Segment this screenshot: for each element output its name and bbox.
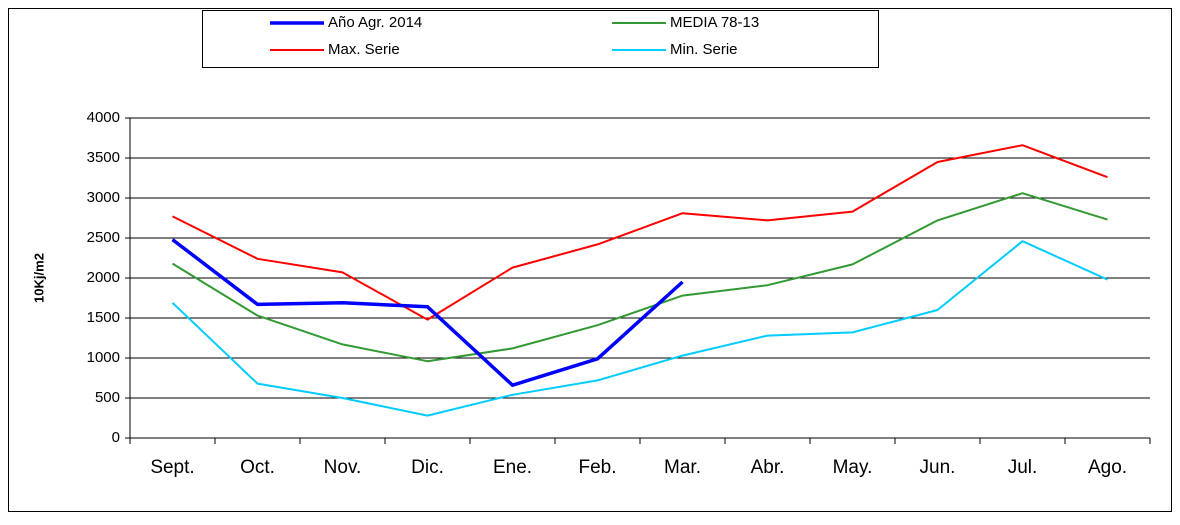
chart-border bbox=[8, 8, 1172, 512]
x-tick-label: Ene. bbox=[493, 457, 532, 478]
x-tick-label: Ago. bbox=[1088, 457, 1127, 478]
legend-label: Año Agr. 2014 bbox=[328, 14, 422, 31]
y-tick-label: 1500 bbox=[87, 309, 120, 326]
x-tick-label: Dic. bbox=[411, 457, 444, 478]
x-tick-label: Abr. bbox=[751, 457, 785, 478]
y-tick-label: 2500 bbox=[87, 229, 120, 246]
y-tick-label: 3500 bbox=[87, 149, 120, 166]
y-tick-label: 0 bbox=[112, 429, 120, 446]
x-tick-label: Oct. bbox=[240, 457, 275, 478]
series-line bbox=[171, 240, 1108, 417]
y-tick-label: 3000 bbox=[87, 189, 120, 206]
legend-label: Min. Serie bbox=[670, 41, 738, 58]
series-line bbox=[172, 144, 1108, 321]
y-tick-label: 4000 bbox=[87, 109, 120, 126]
x-tick-label: Feb. bbox=[578, 457, 616, 478]
y-tick-label: 500 bbox=[95, 389, 120, 406]
legend-label: Max. Serie bbox=[328, 41, 400, 58]
legend-box bbox=[202, 10, 879, 68]
x-tick-label: Mar. bbox=[664, 457, 701, 478]
y-tick-label: 1000 bbox=[87, 349, 120, 366]
x-tick-label: Jun. bbox=[920, 457, 956, 478]
x-tick-label: Jul. bbox=[1008, 457, 1038, 478]
y-axis-label: 10Kj/m2 bbox=[31, 253, 46, 303]
series-line bbox=[171, 192, 1108, 363]
y-tick-label: 2000 bbox=[87, 269, 120, 286]
x-tick-label: Sept. bbox=[150, 457, 194, 478]
x-tick-label: May. bbox=[833, 457, 873, 478]
x-tick-label: Nov. bbox=[324, 457, 362, 478]
legend-label: MEDIA 78-13 bbox=[670, 14, 759, 31]
series-line bbox=[171, 238, 684, 387]
